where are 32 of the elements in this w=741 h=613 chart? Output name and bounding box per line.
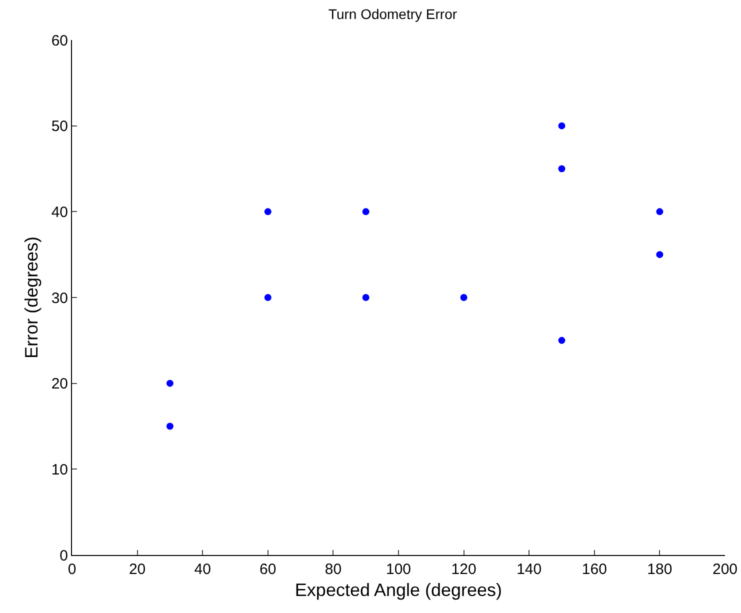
y-tick-label: 60 <box>51 32 68 50</box>
point <box>166 422 174 430</box>
x-tick-label: 120 <box>451 561 476 578</box>
point <box>460 294 468 301</box>
y-tick-label: 20 <box>51 376 68 393</box>
x-tick-label: 180 <box>647 561 672 578</box>
y-tick-label: 40 <box>51 204 68 221</box>
point <box>264 294 272 301</box>
x-tick-label: 60 <box>260 561 276 578</box>
y-tick-label: 30 <box>51 290 68 307</box>
point <box>264 208 272 216</box>
x-tick-label: 200 <box>712 561 738 578</box>
y-tick-label: 50 <box>51 118 68 136</box>
point <box>166 380 174 387</box>
point <box>558 336 566 344</box>
x-tick-label: 140 <box>516 561 542 578</box>
chart-title: Turn Odometry Error <box>328 6 458 22</box>
point <box>656 208 664 216</box>
x-axis-title: Expected Angle (degrees) <box>294 580 502 600</box>
point <box>558 122 566 130</box>
x-tick-label: 40 <box>194 561 211 578</box>
x-tick-label: 100 <box>386 561 412 578</box>
y-axis-title: Error (degrees) <box>22 236 42 359</box>
x-tick-label: 160 <box>582 561 607 578</box>
point <box>362 294 370 301</box>
point <box>656 251 664 258</box>
point <box>558 165 566 172</box>
point <box>362 208 370 216</box>
x-tick-label: 80 <box>324 561 342 578</box>
y-tick-label: 0 <box>60 547 68 564</box>
x-tick-label: 20 <box>128 561 146 578</box>
y-tick-label: 10 <box>51 461 68 478</box>
